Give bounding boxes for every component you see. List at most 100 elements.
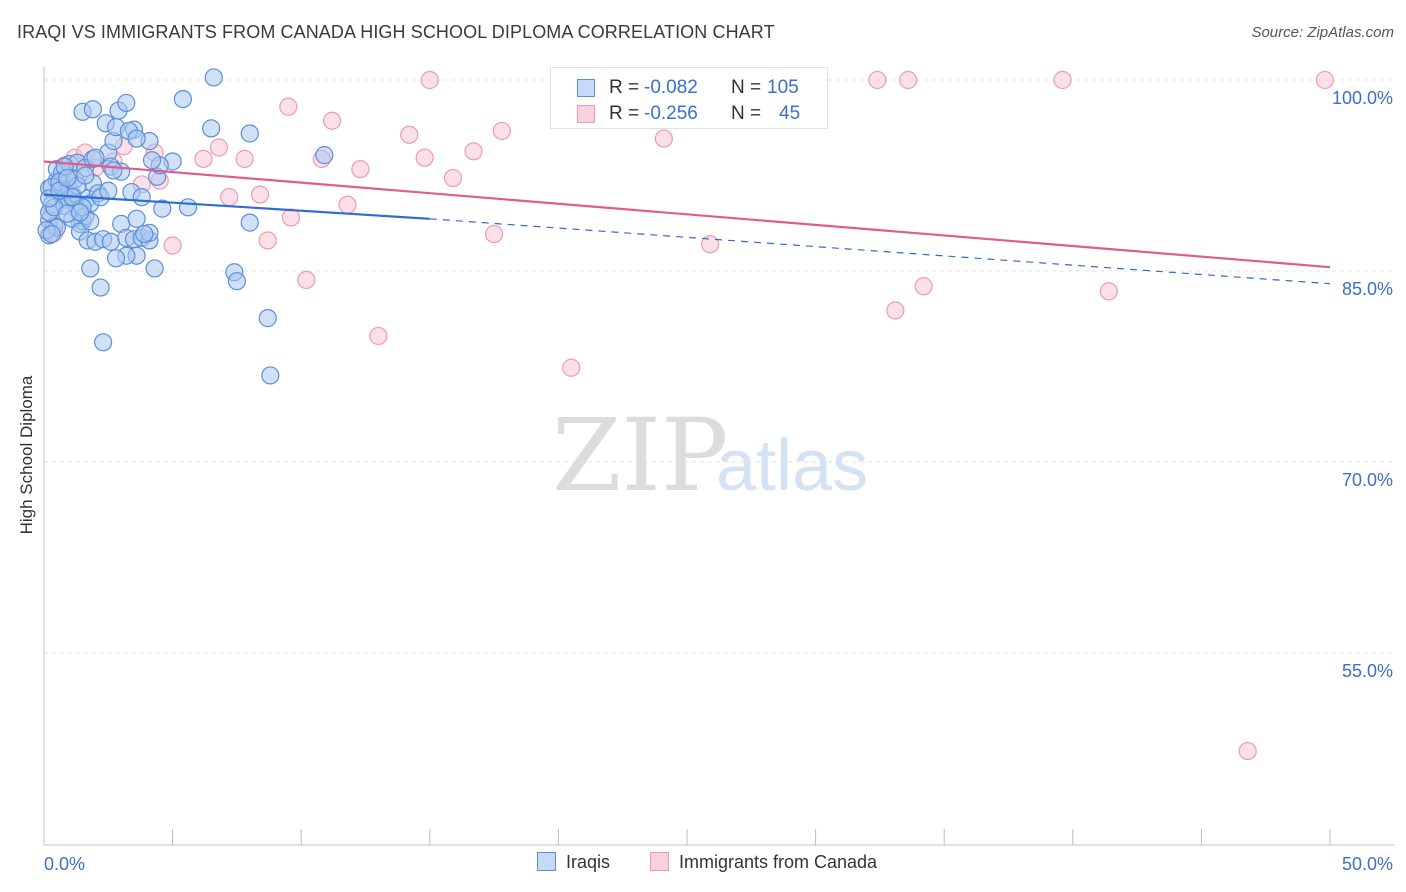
iraqis-point <box>204 68 223 87</box>
series-iraqis-points <box>37 68 334 385</box>
y-tick-label: 85.0% <box>1342 279 1393 299</box>
canada-point <box>562 358 581 377</box>
canada-point <box>209 138 228 157</box>
iraqis-point <box>240 213 259 232</box>
r-label: R = <box>609 103 640 124</box>
canada-point <box>279 97 298 116</box>
canada-point <box>250 185 270 204</box>
iraqis-point <box>135 224 154 244</box>
n-label: N = <box>731 103 762 124</box>
iraqis-point <box>153 199 172 218</box>
r-value-iraqis: -0.082 <box>644 77 698 98</box>
iraqis-swatch <box>577 79 595 97</box>
canada-point <box>369 326 388 346</box>
legend-label-iraqis: Iraqis <box>566 852 611 872</box>
iraqis-point <box>117 93 136 113</box>
canada-point <box>415 148 434 167</box>
iraqis-point <box>101 232 120 251</box>
canada-point <box>220 188 239 207</box>
iraqis-point <box>258 309 277 328</box>
canada-point <box>420 70 439 90</box>
y-tick-label: 70.0% <box>1342 470 1393 490</box>
legend-label-canada: Immigrants from Canada <box>679 852 878 872</box>
iraqis-point <box>91 278 110 297</box>
iraqis-point <box>106 249 126 268</box>
iraqis-point <box>145 259 164 278</box>
iraqis-point <box>70 203 90 222</box>
iraqis-point <box>99 181 118 200</box>
iraqis-point <box>315 146 334 165</box>
iraqis-point <box>58 168 77 188</box>
canada-point <box>868 70 887 90</box>
canada-point <box>899 70 918 90</box>
iraqis-point <box>81 259 100 278</box>
chart-title: IRAQI VS IMMIGRANTS FROM CANADA HIGH SCH… <box>17 22 775 42</box>
canada-point <box>1238 741 1257 761</box>
watermark-atlas: atlas <box>716 426 868 506</box>
watermark: ZIP atlas <box>552 397 868 514</box>
iraqis-point <box>227 272 246 291</box>
r-label: R = <box>609 77 640 98</box>
iraqis-trend-line <box>43 193 430 220</box>
iraqis-point <box>127 129 146 148</box>
canada-point <box>400 125 419 144</box>
canada-point <box>258 231 277 250</box>
iraqis-point <box>261 366 280 385</box>
iraqis-point <box>142 151 162 170</box>
canada-point <box>492 121 511 141</box>
x-tick-label: 0.0% <box>44 854 85 874</box>
canada-point <box>443 168 463 188</box>
canada-point <box>701 235 720 254</box>
iraqis-point <box>86 148 105 167</box>
iraqis-point <box>104 161 123 180</box>
iraqis-point <box>127 209 146 228</box>
canada-point <box>464 142 483 161</box>
canada-point <box>886 301 905 320</box>
canada-point <box>1315 70 1334 90</box>
iraqis-point <box>83 100 102 119</box>
iraqis-point <box>173 89 192 109</box>
canada-point <box>194 149 213 169</box>
canada-point <box>654 129 673 148</box>
r-value-canada: -0.256 <box>644 103 698 124</box>
iraqis-trend-extension <box>429 218 1331 285</box>
canada-point <box>281 208 301 227</box>
iraqis-point <box>76 166 95 185</box>
legend-item-iraqis[interactable]: Iraqis <box>537 852 610 873</box>
canada-point <box>297 270 316 290</box>
canada-point <box>338 195 357 214</box>
canada-point <box>351 160 370 179</box>
canada-trend-line <box>43 160 1331 269</box>
legend-item-canada[interactable]: Immigrants from Canada <box>650 852 877 873</box>
iraqis-legend-swatch <box>537 852 556 871</box>
y-tick-label: 100.0% <box>1332 88 1393 108</box>
n-value-iraqis: 105 <box>767 77 799 98</box>
iraqis-point <box>94 333 113 352</box>
stats-row-canada: R = -0.256 N = 45 <box>551 101 827 127</box>
stats-row-iraqis: R = -0.082 N = 105 <box>551 75 827 101</box>
iraqis-point <box>240 124 259 143</box>
x-tick-label: 50.0% <box>1342 854 1393 874</box>
canada-point <box>163 236 182 255</box>
iraqis-point <box>202 119 221 138</box>
canada-point <box>1099 282 1118 301</box>
y-tick-label: 55.0% <box>1342 661 1393 681</box>
iraqis-point <box>178 198 198 217</box>
canada-legend-swatch <box>650 852 669 871</box>
tick-labels: 100.0% 85.0% 70.0% 55.0% 0.0% 50.0% <box>44 88 1393 874</box>
watermark-zip: ZIP <box>552 397 728 514</box>
canada-point <box>914 277 933 296</box>
trend-lines <box>43 160 1331 285</box>
canada-point <box>485 224 504 244</box>
canada-point <box>322 111 342 130</box>
source-label: Source: ZipAtlas.com <box>1251 24 1394 41</box>
n-label: N = <box>731 77 762 98</box>
canada-point <box>1053 70 1072 90</box>
canada-point <box>235 149 254 169</box>
iraqis-point <box>42 224 61 244</box>
iraqis-point <box>132 188 151 207</box>
stats-legend-box: R = -0.082 N = 105 R = -0.256 N = 45 <box>550 67 828 129</box>
canada-swatch <box>577 105 595 123</box>
n-value-canada: 45 <box>779 103 801 124</box>
